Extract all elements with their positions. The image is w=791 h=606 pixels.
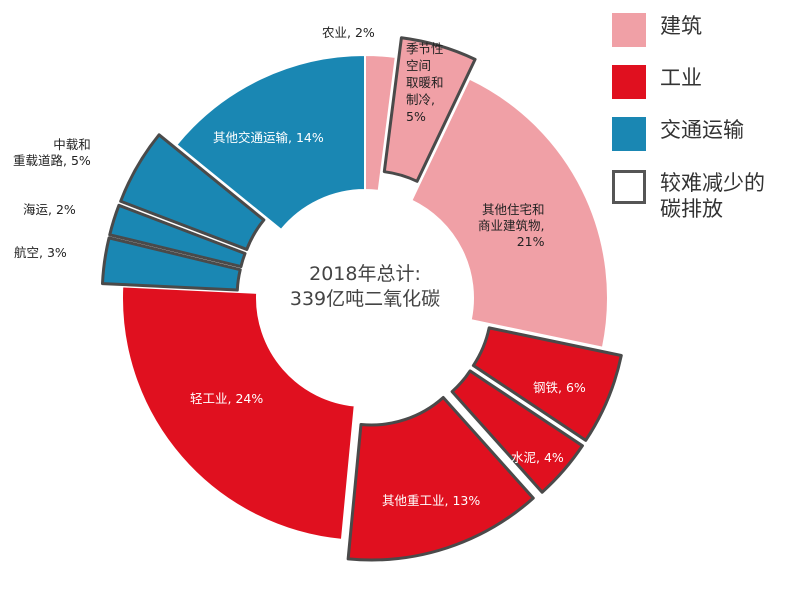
slice-10 xyxy=(175,54,366,231)
label-aviation: 航空, 3% xyxy=(14,245,67,260)
legend-label: 建筑 xyxy=(660,14,702,38)
label-shipping: 海运, 2% xyxy=(23,202,76,217)
legend-label: 工业 xyxy=(660,66,702,90)
label-road-freight: 中载和 重载道路, 5% xyxy=(13,137,91,168)
slice-6 xyxy=(121,285,356,541)
label-light-industry: 轻工业, 24% xyxy=(190,391,264,406)
label-other-transport: 其他交通运输, 14% xyxy=(213,130,324,145)
label-agriculture: 农业, 2% xyxy=(322,25,375,40)
slice-5 xyxy=(346,395,535,562)
label-seasonal-heating: 季节性 空间 取暖和 制冷, 5% xyxy=(406,41,444,124)
legend-item-hard-to-abate: 较难减少的 碳排放 xyxy=(612,170,765,222)
label-cement: 水泥, 4% xyxy=(511,450,564,465)
chart-title: 2018年总计: 339亿吨二氧化碳 xyxy=(289,263,441,310)
slice-2 xyxy=(410,77,609,349)
legend-label: 较难减少的 碳排放 xyxy=(660,171,765,221)
slice-3 xyxy=(471,326,623,442)
slice-4 xyxy=(450,369,584,494)
legend-swatch xyxy=(612,170,646,204)
label-other-heavy-industry: 其他重工业, 13% xyxy=(382,493,481,508)
slice-9 xyxy=(119,133,266,251)
slice-1 xyxy=(382,36,477,183)
label-other-buildings: 其他住宅和 商业建筑物, 21% xyxy=(478,202,545,249)
legend-item-transport: 交通运输 xyxy=(612,117,744,151)
label-steel: 钢铁, 6% xyxy=(533,380,586,395)
legend-swatch xyxy=(612,13,646,47)
legend-item-buildings: 建筑 xyxy=(612,13,702,47)
slice-0 xyxy=(364,54,397,192)
slice-7 xyxy=(100,236,242,292)
legend-swatch xyxy=(612,117,646,151)
slice-8 xyxy=(108,203,247,269)
legend-label: 交通运输 xyxy=(660,118,744,142)
legend-item-industry: 工业 xyxy=(612,65,702,99)
legend-swatch xyxy=(612,65,646,99)
